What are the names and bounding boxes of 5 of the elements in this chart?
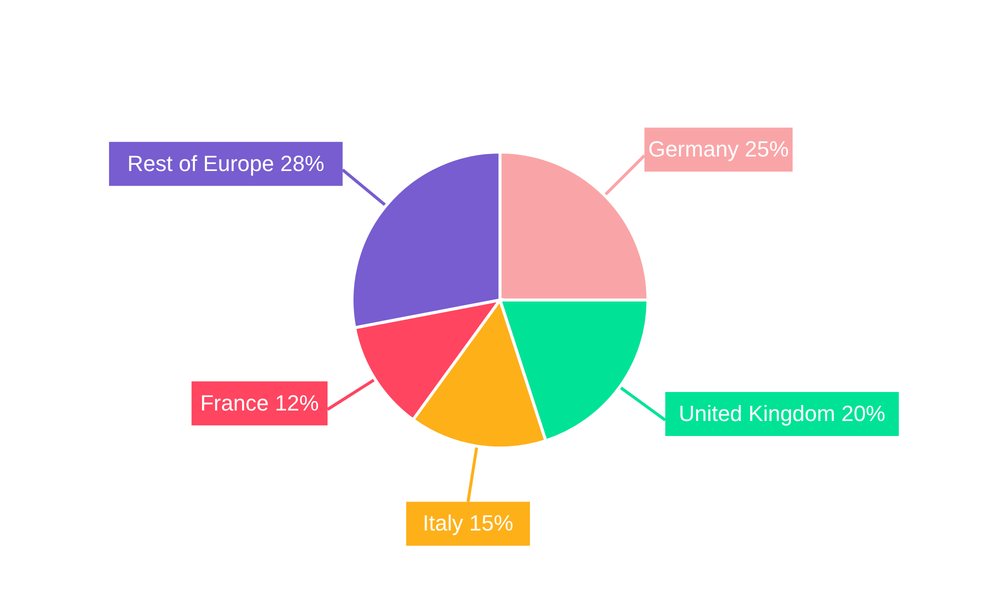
slice-label: Rest of Europe 28% [127, 150, 324, 176]
slice-label: United Kingdom 20% [678, 401, 886, 426]
slice-label: France 12% [200, 390, 319, 416]
slice-label: Italy 15% [422, 510, 514, 536]
slice-label: Germany 25% [648, 136, 789, 162]
